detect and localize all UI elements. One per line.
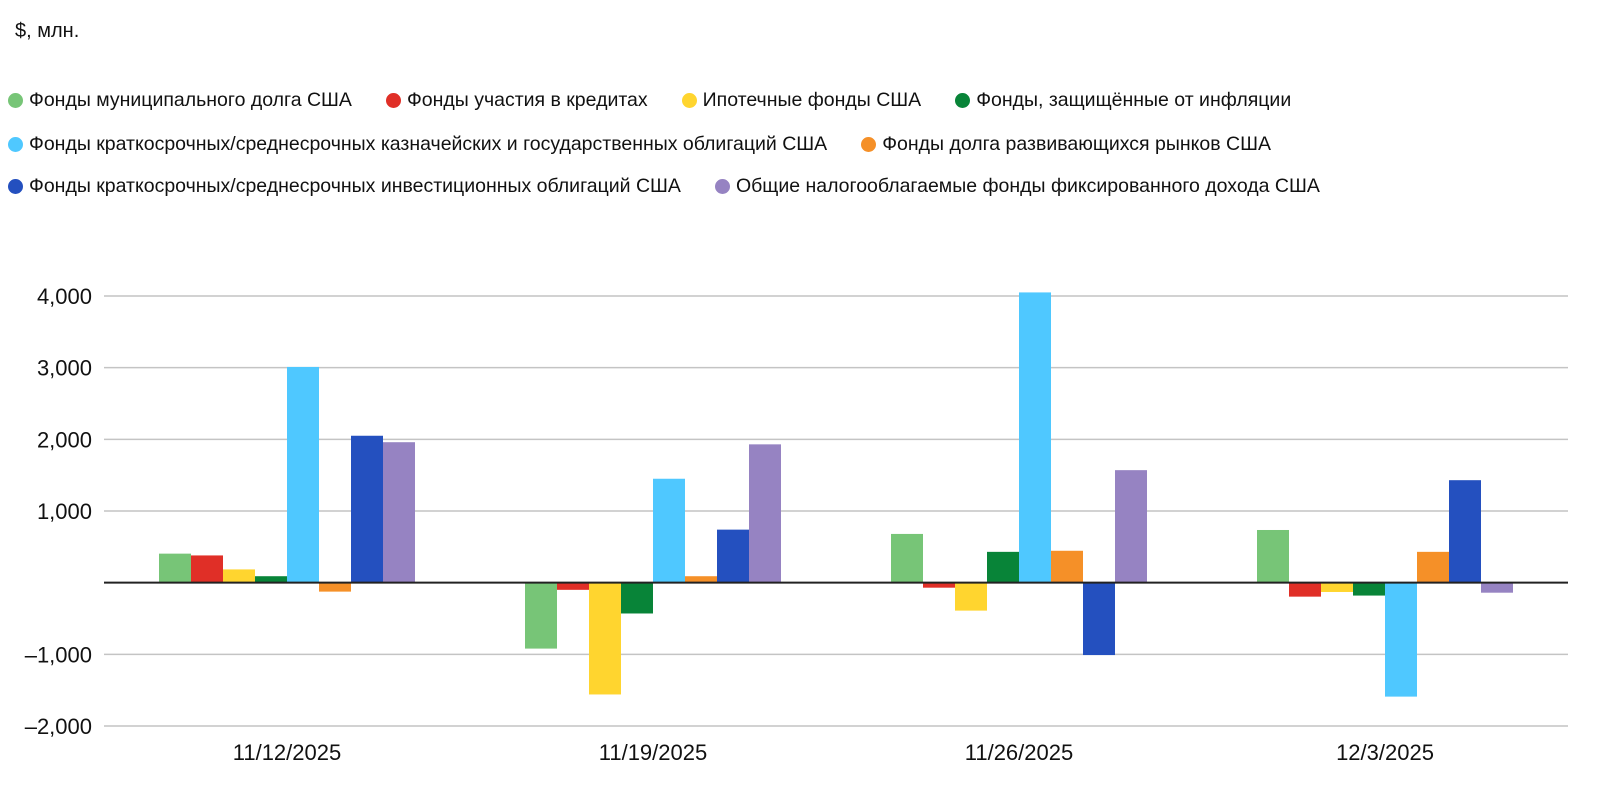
bar (1353, 582, 1385, 596)
legend-label: Фонды муниципального долга США (29, 89, 352, 111)
x-tick-label: 12/3/2025 (1336, 740, 1434, 765)
legend-label: Фонды краткосрочных/среднесрочных инвест… (29, 175, 681, 197)
bar (319, 582, 351, 592)
legend-marker-icon (385, 93, 401, 108)
legend-item: Фонды, защищённые от инфляции (955, 89, 1291, 112)
legend-label: Фонды краткосрочных/среднесрочных казнач… (29, 133, 828, 155)
bar (255, 576, 287, 583)
legend-marker-icon (714, 179, 730, 194)
legend-marker-icon (8, 93, 23, 108)
legend-row-3: Фонды краткосрочных/среднесрочных инвест… (8, 175, 1320, 198)
bar (1019, 292, 1051, 583)
legend-marker-icon (955, 93, 971, 108)
bar (557, 582, 589, 590)
legend-marker-icon (861, 137, 877, 152)
bar (223, 569, 255, 583)
bar (621, 582, 653, 614)
legend-item: Фонды участия в кредитах (385, 89, 648, 112)
legend-item: Фонды краткосрочных/среднесрочных инвест… (8, 175, 681, 198)
legend-row-2: Фонды краткосрочных/среднесрочных казнач… (8, 133, 1271, 156)
legend-label: Фонды долга развивающихся рынков США (882, 133, 1271, 155)
bar (1449, 480, 1481, 583)
legend-label: Ипотечные фонды США (702, 89, 922, 111)
bar (383, 442, 415, 583)
y-tick-label: 2,000 (37, 427, 92, 452)
y-tick-label: –2,000 (25, 714, 92, 739)
y-unit-label: $, млн. (15, 20, 80, 42)
bar (1289, 582, 1321, 597)
bar (923, 582, 955, 588)
bar (1051, 550, 1083, 583)
bar (1385, 582, 1417, 697)
legend-label: Общие налогооблагаемые фонды фиксированн… (735, 175, 1320, 197)
legend-label: Фонды участия в кредитах (406, 89, 648, 111)
x-tick-label: 11/26/2025 (965, 740, 1073, 765)
bar (1321, 582, 1353, 592)
bar (1083, 582, 1115, 656)
bar (159, 553, 191, 583)
y-tick-label: 1,000 (37, 499, 92, 524)
bar (287, 366, 319, 583)
legend-item: Ипотечные фонды США (681, 89, 922, 112)
legend-marker-icon (8, 137, 23, 152)
legend-marker-icon (681, 93, 697, 108)
legend-marker-icon (8, 179, 23, 194)
legend-item: Фонды краткосрочных/среднесрочных казнач… (8, 133, 827, 156)
x-tick-label: 11/12/2025 (233, 740, 341, 765)
legend-label: Фонды, защищённые от инфляции (976, 89, 1292, 111)
bar (1481, 582, 1513, 593)
y-tick-label: –1,000 (25, 642, 92, 667)
bar (717, 529, 749, 583)
y-tick-label: 4,000 (37, 284, 92, 309)
bar (191, 555, 223, 583)
bar (589, 582, 621, 695)
legend-item: Фонды муниципального долга США (8, 89, 352, 112)
bar (955, 582, 987, 611)
bar (525, 582, 557, 649)
legend-item: Фонды долга развивающихся рынков США (861, 133, 1271, 156)
bar (1417, 551, 1449, 583)
bar (653, 478, 685, 583)
bar (685, 576, 717, 583)
legend-row-1: Фонды муниципального долга США Фонды уча… (8, 89, 1291, 112)
x-tick-label: 11/19/2025 (599, 740, 707, 765)
bar (1115, 470, 1147, 583)
legend-item: Общие налогооблагаемые фонды фиксированн… (714, 175, 1320, 198)
bar (749, 444, 781, 583)
bar (891, 533, 923, 583)
y-tick-label: 3,000 (37, 356, 92, 381)
bar (987, 551, 1019, 583)
bar (1257, 529, 1289, 583)
bar (351, 435, 383, 583)
